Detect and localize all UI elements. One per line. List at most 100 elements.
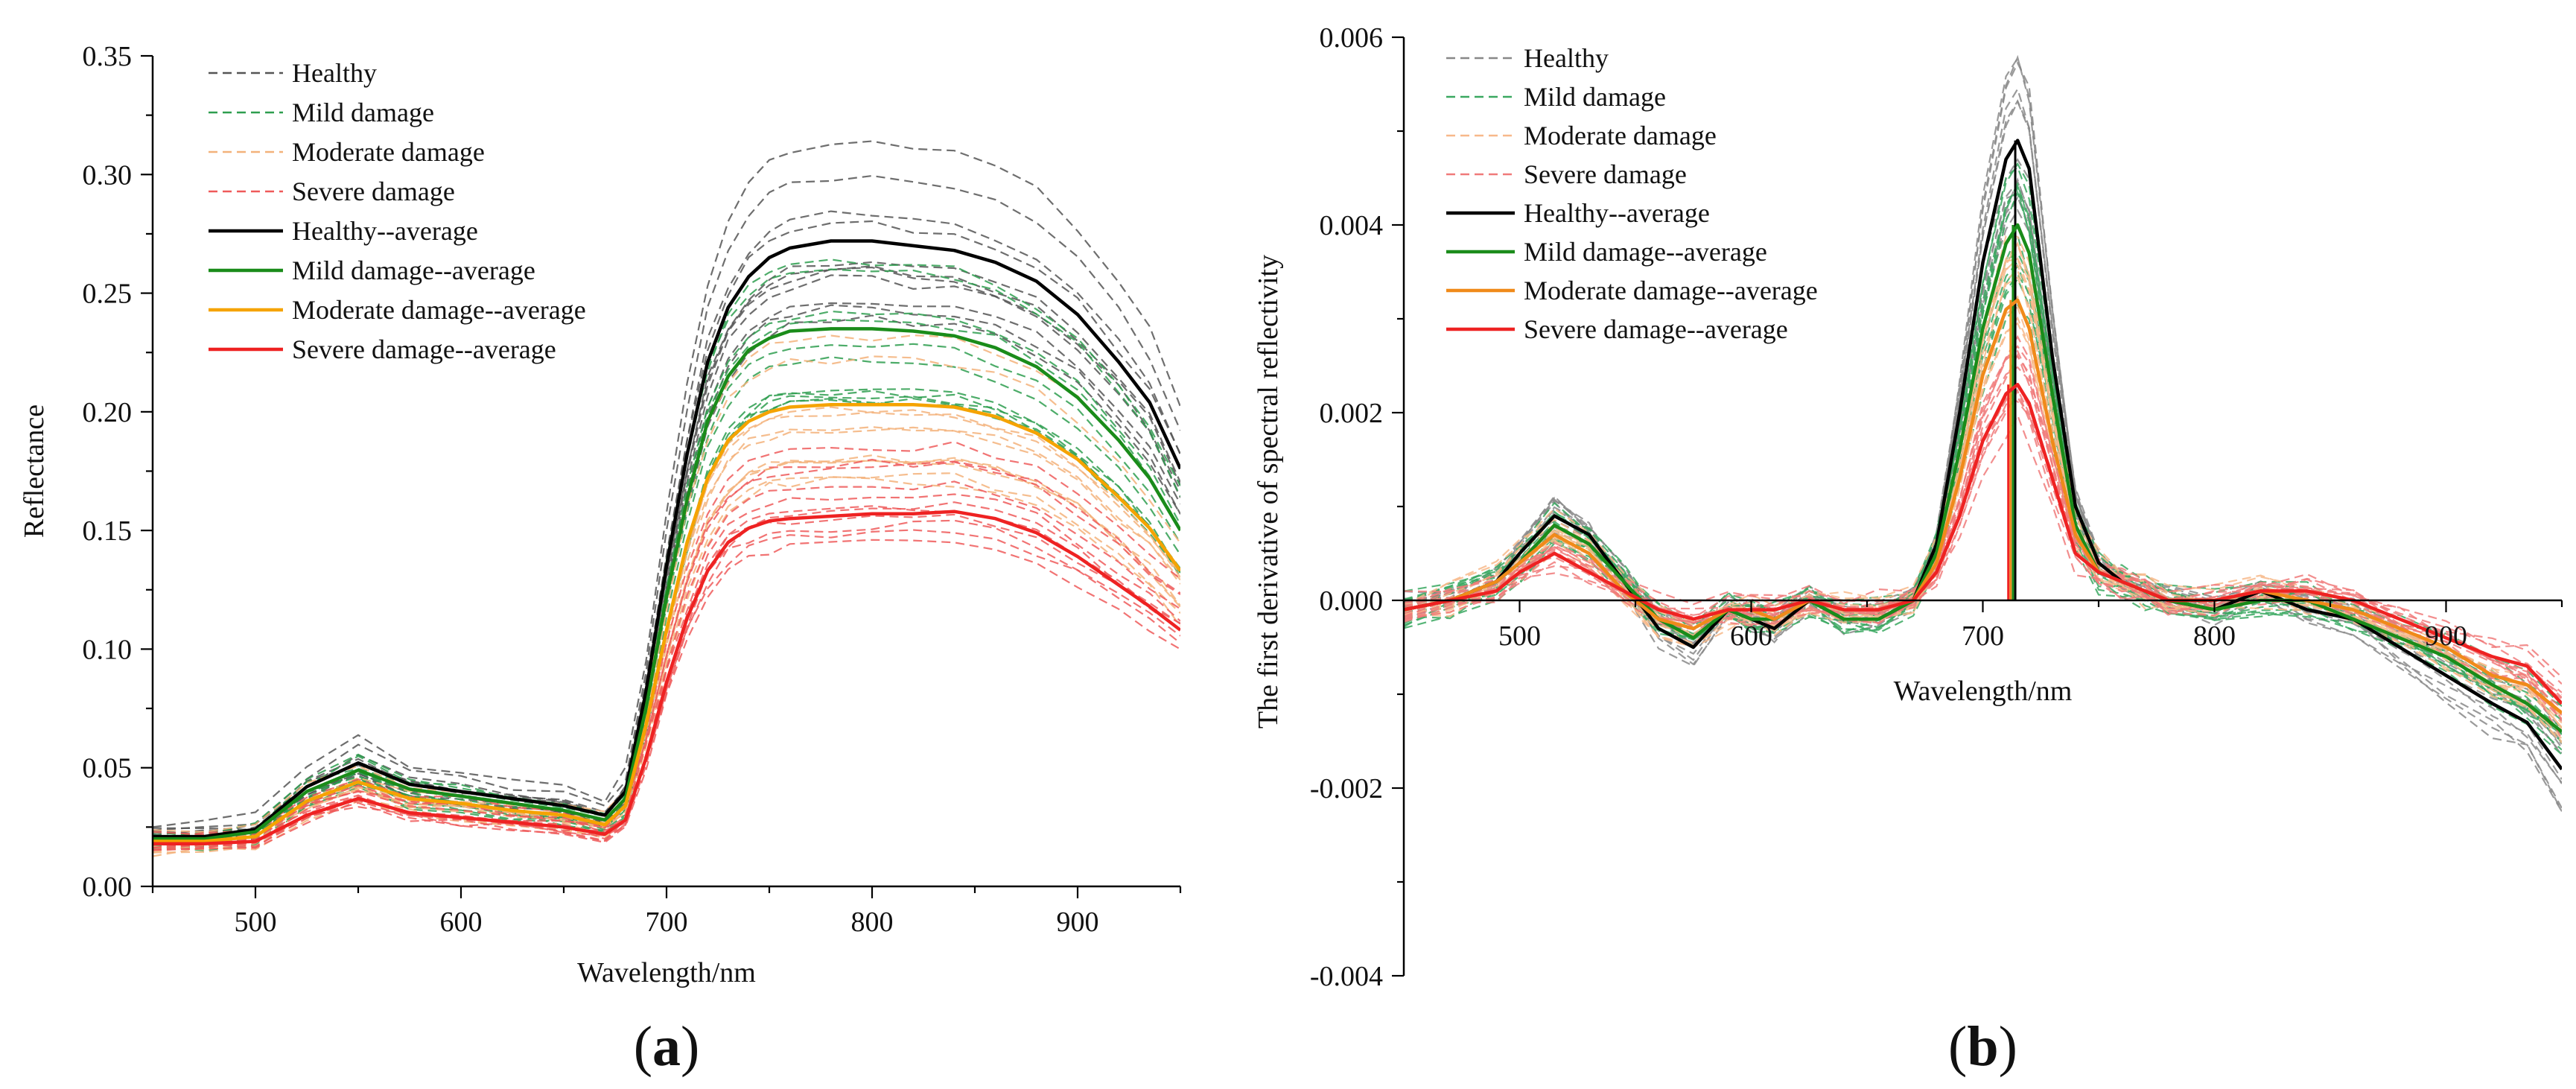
y-tick-label: 0.006 bbox=[1320, 22, 1384, 54]
legend-entry: Mild damage--average bbox=[209, 255, 535, 285]
sample-curve-mild-damage-average-9 bbox=[153, 356, 1180, 848]
chart-panel-b: 500 600 700 800 900 -0.004 -0.002 0.000 0.002 0.0… bbox=[1253, 22, 2563, 1078]
legend-label: Mild damage bbox=[292, 98, 434, 127]
x-tick-label: 500 bbox=[235, 907, 277, 938]
legend-entry: Severe damage--average bbox=[1446, 314, 1788, 344]
legend-entry: Mild damage bbox=[1446, 82, 1666, 112]
legend-label: Severe damage bbox=[1524, 159, 1687, 189]
y-axis-title: Reflectance bbox=[19, 404, 50, 538]
sample-curve-moderate-damage-average-3 bbox=[1404, 295, 2562, 718]
legend-entry: Healthy--average bbox=[209, 216, 478, 246]
legend-label: Moderate damage bbox=[1524, 121, 1717, 150]
legend-label: Moderate damage--average bbox=[292, 295, 586, 325]
sample-curve-mild-damage-average-11 bbox=[1404, 304, 2562, 721]
sample-curve-mild-damage-average-9 bbox=[1404, 184, 2562, 728]
sample-curve-severe-damage-average-6 bbox=[1404, 366, 2562, 716]
series-line-severe-damage-average bbox=[153, 509, 1180, 845]
x-tick-label: 600 bbox=[440, 907, 483, 938]
x-tick-label: 700 bbox=[646, 907, 688, 938]
sample-curve-severe-damage-average-3 bbox=[153, 529, 1180, 851]
sample-curve-moderate-damage-average-8 bbox=[153, 460, 1180, 842]
y-tick-label: 0.00 bbox=[83, 871, 133, 903]
sample-curve-healthy-average-1 bbox=[153, 265, 1180, 831]
x-tick-label: 600 bbox=[1730, 620, 1772, 652]
legend-label: Healthy bbox=[1524, 43, 1609, 73]
x-tick-label: 700 bbox=[1962, 620, 2004, 652]
y-tick-label: 0.25 bbox=[83, 279, 133, 310]
y-tick-label: 0.35 bbox=[83, 41, 133, 72]
legend: Healthy Mild damage Moderate damage Severe … bbox=[209, 58, 586, 364]
sample-curve-moderate-damage-average-3 bbox=[153, 426, 1180, 844]
sample-curves bbox=[153, 140, 1180, 857]
x-axis-title: Wavelength/nm bbox=[577, 957, 756, 988]
sample-curves bbox=[1404, 54, 2562, 813]
sample-curve-healthy-average-4 bbox=[153, 174, 1180, 831]
legend-entry: Severe damage bbox=[1446, 159, 1687, 189]
sample-curve-mild-damage-average-3 bbox=[1404, 264, 2562, 735]
y-tick-label: -0.004 bbox=[1310, 961, 1383, 992]
sample-curve-healthy-average-11 bbox=[1404, 99, 2562, 780]
y-tick-label: 0.30 bbox=[83, 159, 133, 191]
sample-curve-mild-damage-average-2 bbox=[153, 310, 1180, 839]
sample-curve-healthy-average-10 bbox=[153, 140, 1180, 828]
y-tick-label: 0.000 bbox=[1320, 585, 1384, 617]
sample-curve-severe-damage-average-8 bbox=[153, 480, 1180, 842]
sample-curve-moderate-damage-average-10 bbox=[1404, 257, 2562, 743]
average-curves bbox=[153, 239, 1180, 845]
series-line-mild-damage-average bbox=[153, 327, 1180, 841]
legend-entry: Moderate damage--average bbox=[209, 295, 586, 325]
sample-curve-severe-damage-average-9 bbox=[1404, 345, 2562, 740]
legend-entry: Healthy bbox=[1446, 43, 1609, 73]
sample-curve-severe-damage-average-8 bbox=[1404, 353, 2562, 723]
sample-curve-mild-damage-average-7 bbox=[1404, 185, 2562, 755]
sample-curve-severe-damage-average-10 bbox=[1404, 396, 2562, 699]
sample-curve-moderate-damage-average-12 bbox=[1404, 276, 2562, 729]
legend-label: Severe damage bbox=[292, 177, 455, 206]
series-line-moderate-damage-average bbox=[153, 403, 1180, 843]
sample-curve-severe-damage-average-10 bbox=[153, 493, 1180, 849]
legend-label: Severe damage--average bbox=[1524, 314, 1788, 344]
x-tick-label: 500 bbox=[1498, 620, 1541, 652]
sample-curve-severe-damage-average-6 bbox=[153, 458, 1180, 842]
x-axis-title: Wavelength/nm bbox=[1894, 676, 2073, 707]
y-tick-label: 0.004 bbox=[1320, 210, 1384, 241]
sample-curve-severe-damage-average-0 bbox=[153, 440, 1180, 836]
legend-entry: Mild damage bbox=[209, 98, 434, 127]
legend-entry: Severe damage--average bbox=[209, 334, 556, 364]
legend-entry: Moderate damage bbox=[209, 137, 485, 167]
sample-curve-moderate-damage-average-5 bbox=[153, 472, 1180, 853]
sample-curve-moderate-damage-average-1 bbox=[1404, 306, 2562, 715]
sample-curve-healthy-average-8 bbox=[153, 261, 1180, 836]
panel-label: (b) bbox=[1948, 1015, 2017, 1078]
y-tick-label: 0.15 bbox=[83, 515, 133, 547]
sample-curve-moderate-damage-average-9 bbox=[153, 476, 1180, 857]
legend-entry: Moderate damage bbox=[1446, 121, 1717, 150]
sample-curve-healthy-average-6 bbox=[153, 220, 1180, 836]
legend-entry: Healthy bbox=[209, 58, 377, 88]
legend-label: Healthy bbox=[292, 58, 377, 88]
sample-curve-severe-damage-average-7 bbox=[153, 513, 1180, 851]
series-line-healthy-average bbox=[153, 239, 1180, 839]
legend-label: Mild damage--average bbox=[1524, 237, 1767, 267]
sample-curve-severe-damage-average-1 bbox=[1404, 413, 2562, 696]
chart-panel-a: 500 600 700 800 900 0.00 0.05 0.10 0.15 0.20 0.25 0… bbox=[19, 41, 1182, 1078]
y-tick-label: 0.20 bbox=[83, 397, 133, 428]
legend-entry: Healthy--average bbox=[1446, 198, 1710, 228]
sample-curve-mild-damage-average-10 bbox=[153, 319, 1180, 848]
legend-entry: Mild damage--average bbox=[1446, 237, 1767, 267]
legend-label: Moderate damage--average bbox=[1524, 276, 1818, 305]
x-tick-label: 800 bbox=[2193, 620, 2236, 652]
legend-label: Severe damage--average bbox=[292, 334, 556, 364]
legend-label: Healthy--average bbox=[1524, 198, 1710, 228]
sample-curve-severe-damage-average-2 bbox=[153, 501, 1180, 851]
legend-label: Mild damage bbox=[1524, 82, 1666, 112]
panel-label: (a) bbox=[634, 1015, 700, 1078]
y-tick-label: 0.002 bbox=[1320, 398, 1384, 429]
y-tick-label: 0.10 bbox=[83, 634, 133, 665]
x-tick-label: 800 bbox=[851, 907, 894, 938]
series-line-severe-damage-average bbox=[1404, 382, 2562, 705]
sample-curve-moderate-damage-average-1 bbox=[153, 355, 1180, 845]
sample-curve-healthy-average-2 bbox=[153, 210, 1180, 840]
legend-entry: Moderate damage--average bbox=[1446, 276, 1818, 305]
